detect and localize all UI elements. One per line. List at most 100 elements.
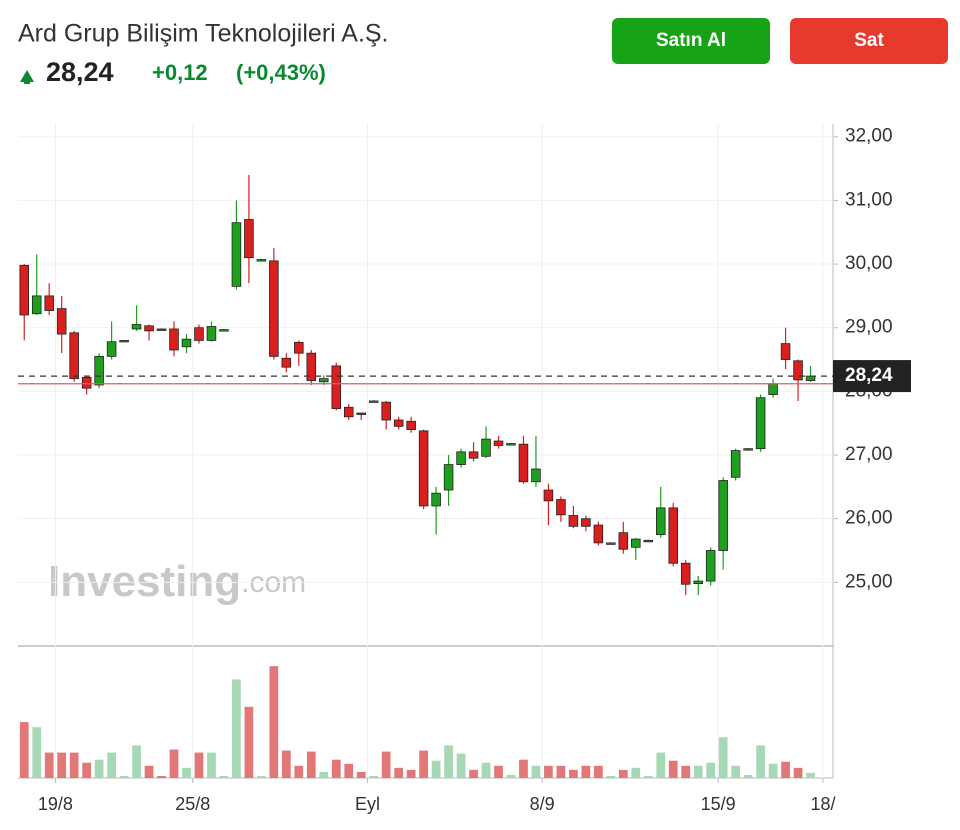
watermark: Investing.com bbox=[48, 557, 306, 606]
x-tick-label: 25/8 bbox=[175, 794, 210, 814]
y-tick-label: 31,00 bbox=[845, 189, 893, 210]
sell-button[interactable] bbox=[790, 18, 948, 64]
candle-body bbox=[581, 518, 591, 527]
candle-body bbox=[269, 260, 279, 357]
volume-bar bbox=[631, 767, 641, 778]
volume-bar bbox=[381, 751, 391, 778]
volume-bar bbox=[144, 765, 154, 778]
candle-body bbox=[156, 328, 167, 331]
candle-body bbox=[393, 419, 404, 427]
volume-bar bbox=[781, 761, 790, 778]
volume-bar bbox=[69, 752, 79, 778]
volume-bar bbox=[469, 769, 478, 778]
y-tick-label: 30,00 bbox=[845, 253, 893, 274]
candle-body bbox=[19, 264, 30, 316]
volume-bar bbox=[232, 679, 241, 778]
candle-body bbox=[768, 383, 778, 395]
volume-bar bbox=[169, 749, 179, 778]
buy-button[interactable] bbox=[612, 18, 770, 64]
volume-bar bbox=[107, 752, 116, 778]
candle-body bbox=[56, 308, 67, 335]
candle-body bbox=[543, 489, 554, 502]
volume-bar bbox=[194, 752, 204, 778]
price: 28,24 bbox=[46, 57, 114, 87]
volume-bar bbox=[581, 765, 591, 778]
candle-body bbox=[481, 438, 491, 457]
volume-bar bbox=[556, 765, 566, 778]
candle-body bbox=[506, 443, 516, 446]
candle-body bbox=[306, 352, 317, 381]
volume-bar bbox=[244, 706, 254, 778]
candle-body bbox=[705, 550, 716, 582]
volume-bar bbox=[406, 769, 416, 778]
candle-body bbox=[343, 406, 354, 418]
y-tick-label: 25,00 bbox=[845, 571, 893, 592]
volume-bar bbox=[643, 775, 653, 778]
volume-bar bbox=[257, 775, 266, 778]
candle-body bbox=[381, 401, 391, 421]
candle-body bbox=[468, 451, 479, 459]
volume-bar bbox=[806, 772, 815, 778]
candle-body bbox=[780, 343, 791, 360]
volume-bar bbox=[419, 750, 428, 778]
volume-bar bbox=[606, 775, 616, 778]
candle-body bbox=[119, 340, 129, 343]
volume-bar bbox=[207, 752, 216, 778]
volume-bar bbox=[519, 759, 528, 778]
candle-body bbox=[356, 412, 366, 415]
candle-body bbox=[131, 324, 142, 330]
candle-body bbox=[144, 325, 154, 332]
candle-body bbox=[618, 532, 629, 550]
volume-bar bbox=[269, 666, 279, 778]
candle-body bbox=[805, 375, 816, 381]
volume-bar bbox=[693, 765, 703, 778]
buy-button-label[interactable]: Satın Al bbox=[656, 30, 726, 51]
volume-bar bbox=[344, 763, 354, 778]
candle-body bbox=[655, 507, 666, 535]
candle-body bbox=[568, 515, 579, 527]
volume-bar bbox=[306, 751, 316, 778]
candle-body bbox=[319, 378, 329, 383]
candle-body bbox=[643, 539, 654, 543]
volume-bar bbox=[319, 771, 329, 778]
candle-body bbox=[518, 443, 529, 483]
candle-body bbox=[181, 338, 192, 348]
volume-bar bbox=[706, 762, 716, 778]
last-price-box bbox=[833, 360, 911, 393]
volume-bar bbox=[182, 767, 191, 778]
candle-body bbox=[106, 341, 117, 357]
candle-body bbox=[294, 341, 304, 354]
candle-body bbox=[431, 492, 441, 507]
x-tick-label: 18/ bbox=[810, 794, 835, 814]
candle-body bbox=[368, 400, 379, 403]
volume-bar bbox=[494, 765, 503, 778]
candle-body bbox=[169, 328, 179, 351]
candle-body bbox=[493, 440, 504, 446]
candle-body bbox=[531, 468, 541, 483]
y-tick-label: 32,00 bbox=[845, 126, 893, 147]
volume-bar bbox=[132, 745, 141, 778]
volume-bar bbox=[331, 759, 341, 778]
candle-body bbox=[680, 562, 691, 585]
volume-bar bbox=[593, 765, 603, 778]
last-price-label: 28,24 bbox=[845, 365, 893, 386]
up-arrow bbox=[20, 70, 34, 84]
volume-bar bbox=[544, 765, 553, 778]
volume-bar bbox=[618, 769, 628, 778]
volume-bar bbox=[668, 760, 678, 778]
sell-button-label[interactable]: Sat bbox=[854, 30, 884, 51]
candle-body bbox=[718, 480, 728, 551]
candle-body bbox=[81, 376, 92, 389]
change: +0,12 bbox=[152, 60, 208, 85]
x-tick-label: 19/8 bbox=[38, 794, 73, 814]
y-tick-label: 26,00 bbox=[845, 508, 893, 529]
volume-bar bbox=[294, 765, 304, 778]
volume-bar bbox=[82, 762, 92, 778]
candle-body bbox=[194, 327, 204, 341]
candle-body bbox=[231, 222, 242, 287]
title: Ard Grup Bilişim Teknolojileri A.Ş. bbox=[18, 20, 389, 48]
y-tick-label: 27,00 bbox=[845, 444, 893, 465]
volume-bar bbox=[19, 722, 29, 778]
candle-body bbox=[44, 295, 54, 311]
